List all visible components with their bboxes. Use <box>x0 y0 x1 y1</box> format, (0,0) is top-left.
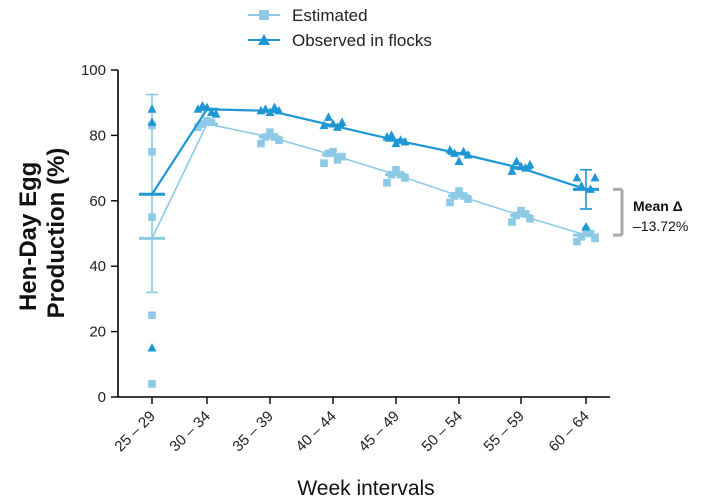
data-point-triangle <box>337 117 347 126</box>
data-point-square <box>401 174 409 182</box>
mean-delta-bracket <box>613 187 624 237</box>
x-tick-label: 25 – 29 <box>111 408 158 455</box>
data-point-square <box>275 136 283 145</box>
data-point-square <box>577 232 586 241</box>
x-axis-title: Week intervals <box>297 477 434 500</box>
x-tick-label: 40 – 44 <box>292 408 339 455</box>
data-point-triangle <box>572 172 582 182</box>
data-point-triangle <box>445 145 455 154</box>
legend: Estimated Observed in flocks <box>248 6 432 50</box>
y-axis-title-line1: Hen-Day Egg <box>15 162 42 311</box>
data-point-square <box>320 159 328 167</box>
data-point-triangle <box>590 172 600 182</box>
data-point-square <box>148 311 156 320</box>
data-point-square <box>324 149 333 158</box>
legend-label-observed: Observed in flocks <box>292 31 432 50</box>
x-tick-label: 45 – 49 <box>355 408 402 455</box>
x-tick-label: 30 – 34 <box>166 408 213 455</box>
y-tick-label: 60 <box>89 193 106 210</box>
data-point-square <box>338 152 346 161</box>
legend-item-estimated: Estimated <box>248 6 368 25</box>
data-point-square <box>203 116 211 125</box>
data-point-triangle <box>391 138 401 148</box>
data-point-triangle <box>454 156 464 166</box>
data-point-square <box>392 165 400 174</box>
data-point-square <box>333 156 342 164</box>
y-axis-title-line2: Production (%) <box>43 148 70 319</box>
y-tick-label: 20 <box>89 324 106 341</box>
mean-delta-value: –13.72% <box>633 218 688 234</box>
data-point-triangle <box>324 112 333 121</box>
data-point-square <box>591 234 599 243</box>
x-tick-label: 55 – 59 <box>480 408 527 455</box>
series-estimated <box>139 93 599 388</box>
y-tick-label: 100 <box>81 62 106 79</box>
data-point-square <box>573 237 581 246</box>
data-point-square <box>194 123 202 132</box>
x-tick-label: 50 – 54 <box>418 408 465 455</box>
data-point-square <box>446 198 454 207</box>
data-point-triangle <box>270 102 279 112</box>
data-point-square <box>257 139 265 148</box>
data-point-triangle <box>507 166 517 175</box>
legend-marker-square <box>259 10 269 20</box>
data-point-square <box>148 147 156 156</box>
mean-delta-annotation: Mean Δ –13.72% <box>613 187 688 237</box>
data-point-square <box>464 195 472 203</box>
data-point-triangle <box>147 104 157 113</box>
data-point-square <box>526 214 534 223</box>
legend-marker-triangle <box>258 34 270 45</box>
data-point-square <box>148 380 156 388</box>
y-tick-label: 80 <box>89 127 106 144</box>
y-ticks: 0 20 40 60 80 100 <box>81 62 118 406</box>
data-point-square <box>148 213 156 221</box>
data-point-triangle <box>211 109 221 118</box>
data-point-square <box>521 210 530 218</box>
data-point-square <box>586 229 595 238</box>
data-point-triangle <box>147 117 157 126</box>
data-point-square <box>207 118 216 127</box>
data-point-triangle <box>525 159 535 169</box>
data-point-square <box>508 218 516 226</box>
mean-delta-title: Mean Δ <box>633 198 683 214</box>
data-point-triangle <box>512 156 521 166</box>
series-mean-line <box>151 108 587 195</box>
x-tick-label: 35 – 39 <box>229 408 276 455</box>
y-tick-label: 0 <box>98 389 106 406</box>
data-point-triangle <box>387 130 396 139</box>
data-point-triangle <box>147 342 157 352</box>
legend-label-estimated: Estimated <box>292 6 368 25</box>
data-point-square <box>455 187 463 195</box>
x-tick-label: 60 – 64 <box>545 408 592 455</box>
y-axis-title: Hen-Day Egg Production (%) <box>15 148 70 319</box>
data-point-triangle <box>581 221 591 231</box>
y-tick-label: 40 <box>89 258 106 275</box>
data-point-square <box>517 206 525 215</box>
data-point-square <box>383 179 391 187</box>
legend-item-observed: Observed in flocks <box>248 31 432 50</box>
series-mean-line <box>151 123 587 239</box>
series-observed <box>139 100 600 352</box>
data-point-square <box>266 128 274 136</box>
data-point-triangle <box>577 181 586 190</box>
data-point-square <box>329 147 337 156</box>
x-ticks: 25 – 29 30 – 34 35 – 39 40 – 44 45 – 49 50 – … <box>111 397 593 455</box>
